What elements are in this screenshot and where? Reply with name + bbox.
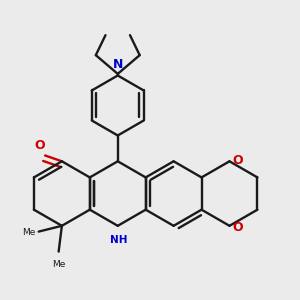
Text: Me: Me (22, 228, 35, 237)
Text: N: N (112, 58, 123, 71)
Text: O: O (232, 220, 242, 234)
Text: O: O (34, 139, 45, 152)
Text: Me: Me (52, 260, 65, 269)
Text: NH: NH (110, 235, 127, 245)
Text: O: O (232, 154, 242, 166)
